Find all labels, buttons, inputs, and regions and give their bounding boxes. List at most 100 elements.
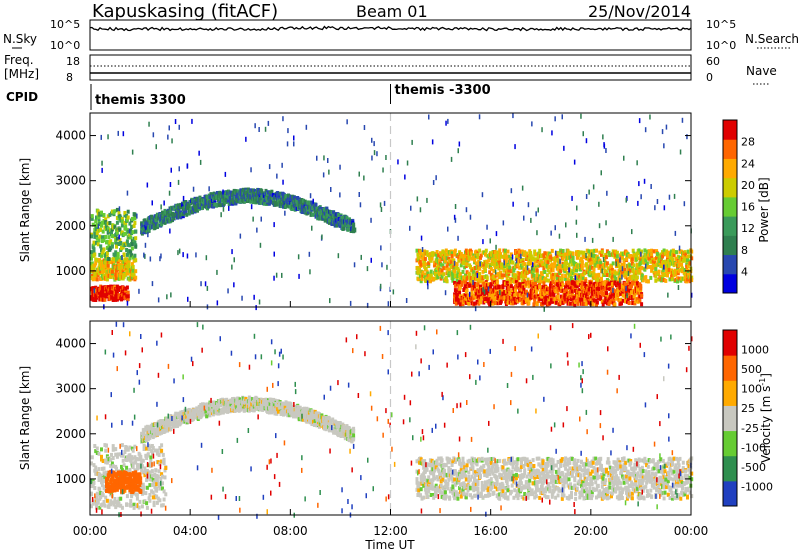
velocity-cell — [142, 447, 146, 451]
velocity-cell — [141, 482, 145, 487]
power-speck — [543, 306, 545, 312]
power-speck — [592, 184, 595, 190]
power-speck — [503, 260, 505, 266]
power-cell — [122, 291, 126, 296]
power-cell — [580, 263, 584, 268]
power-cell — [581, 272, 585, 277]
power-cell — [595, 294, 598, 298]
power-cell — [451, 278, 455, 283]
power-cell — [115, 220, 119, 225]
power-cell — [295, 199, 299, 204]
power-cell — [105, 239, 109, 244]
velocity-cell — [149, 455, 153, 460]
power-cell — [529, 254, 533, 259]
power-cell — [126, 242, 130, 247]
power-cell — [610, 267, 614, 272]
velocity-cell — [132, 502, 136, 507]
power-cell — [535, 274, 539, 279]
power-cell — [108, 293, 112, 298]
velocity-cell — [143, 499, 147, 504]
power-cell — [91, 263, 95, 268]
power-cell — [514, 273, 518, 278]
power-cell — [621, 290, 625, 295]
power-cell — [97, 218, 101, 223]
power-cell — [591, 302, 595, 307]
power-cell — [507, 268, 511, 273]
power-speck — [196, 203, 198, 209]
power-cell — [672, 253, 676, 257]
velocity-cell — [145, 505, 149, 510]
velocity-cell — [148, 493, 152, 497]
velocity-cell — [113, 497, 117, 501]
power-speck — [206, 285, 209, 291]
power-cell — [117, 216, 121, 221]
power-cell — [424, 262, 428, 267]
power-cell — [465, 288, 469, 293]
power-cell — [473, 281, 477, 286]
power-cell — [96, 242, 100, 247]
power-cell — [174, 212, 178, 217]
power-cell — [98, 258, 102, 263]
power-cell — [570, 280, 574, 285]
power-cell — [115, 289, 118, 294]
power-cell — [282, 198, 286, 203]
power-speck — [406, 160, 409, 166]
power-cell — [448, 267, 452, 272]
power-cell — [246, 187, 250, 192]
power-cell — [111, 297, 115, 302]
power-cell — [590, 295, 593, 300]
power-speck — [638, 118, 641, 124]
power-cell — [589, 253, 593, 258]
power-cell — [569, 259, 573, 264]
power-cell — [466, 281, 470, 286]
power-speck — [147, 232, 149, 238]
power-cell — [628, 263, 632, 268]
power-cell — [452, 274, 456, 279]
power-cell — [522, 267, 526, 272]
power-cell — [309, 212, 313, 217]
power-cell — [184, 200, 188, 204]
power-cell — [639, 284, 643, 288]
power-cell — [605, 263, 608, 268]
velocity-cell — [125, 445, 129, 450]
power-cell — [622, 258, 626, 263]
power-cell — [453, 269, 457, 274]
velocity-cell — [143, 473, 147, 478]
power-cell — [665, 249, 669, 254]
power-cell — [567, 273, 571, 278]
power-cell — [471, 276, 475, 281]
power-cell — [534, 276, 538, 281]
power-cell — [198, 196, 202, 201]
velocity-cell — [100, 483, 104, 488]
power-cell — [97, 215, 101, 220]
power-cell — [514, 262, 518, 267]
power-cell — [125, 285, 129, 290]
power-speck — [311, 225, 313, 231]
power-cell — [587, 300, 591, 305]
velocity-cell — [98, 487, 102, 492]
power-cell — [506, 249, 510, 254]
power-speck — [276, 173, 278, 179]
freq-label-line1: Freq. — [4, 53, 34, 67]
power-cell — [120, 289, 124, 294]
power-cell — [494, 282, 497, 287]
power-cell — [477, 301, 481, 306]
velocity-cell — [100, 454, 103, 459]
power-cell — [634, 274, 638, 278]
velocity-cell — [144, 453, 148, 458]
power-cell — [608, 281, 612, 286]
power-cell — [282, 204, 285, 209]
velocity-cell — [141, 490, 145, 495]
power-speck — [160, 204, 162, 210]
power-speck — [428, 114, 430, 120]
power-speck — [640, 194, 642, 200]
power-cell — [435, 266, 439, 270]
power-cell — [213, 202, 217, 207]
power-cell — [605, 280, 609, 285]
power-cell — [596, 256, 600, 261]
power-cell — [501, 285, 505, 290]
power-speck — [255, 305, 257, 311]
power-cell — [637, 265, 641, 270]
power-cell — [133, 212, 137, 217]
power-cell — [260, 189, 264, 194]
